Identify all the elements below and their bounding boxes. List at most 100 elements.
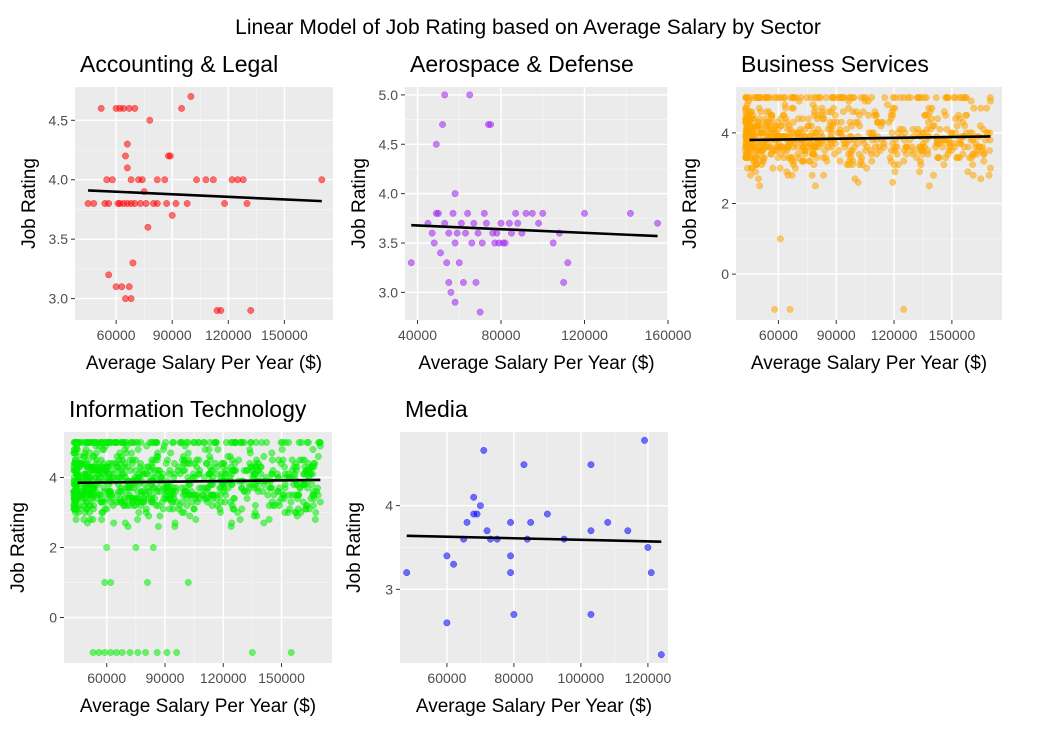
data-point: [81, 509, 89, 516]
data-point: [967, 97, 975, 105]
data-point: [163, 200, 171, 207]
data-point: [201, 446, 209, 453]
data-point: [134, 516, 141, 523]
data-point: [543, 510, 551, 518]
data-point: [287, 498, 295, 506]
data-point: [771, 147, 779, 154]
x-tick-label: 80000: [494, 670, 533, 686]
data-point: [199, 491, 207, 499]
x-tick-label: 150000: [929, 327, 976, 343]
data-point: [756, 147, 764, 154]
data-point: [149, 498, 157, 506]
data-point: [72, 481, 80, 488]
trend-line: [77, 478, 321, 485]
data-point: [748, 164, 756, 172]
y-tick-label: 3: [385, 581, 393, 597]
data-point: [113, 463, 121, 471]
data-point: [476, 308, 484, 316]
data-point: [771, 305, 779, 313]
data-point: [819, 140, 827, 147]
panel-title: Information Technology: [69, 396, 307, 422]
panel-title: Business Services: [741, 51, 929, 77]
data-point: [131, 104, 139, 112]
data-point: [916, 168, 923, 176]
data-point: [117, 484, 125, 492]
data-point: [889, 104, 897, 112]
data-point: [277, 439, 285, 446]
data-point: [131, 502, 139, 509]
data-point: [302, 505, 310, 513]
data-point: [914, 94, 922, 102]
data-point: [970, 104, 978, 112]
data-point: [956, 94, 964, 102]
data-point: [180, 488, 188, 495]
data-point: [221, 498, 229, 506]
data-point: [647, 569, 655, 577]
data-point: [187, 93, 195, 100]
data-point: [166, 467, 174, 474]
data-point: [208, 491, 215, 499]
data-point: [952, 115, 960, 123]
data-point: [781, 101, 789, 109]
data-point: [107, 579, 115, 586]
data-point: [774, 125, 782, 133]
data-point: [307, 463, 315, 471]
data-point: [144, 579, 151, 586]
panel-2: 60000 90000 120000 150000 0 2 4 Business Servic…: [680, 51, 1002, 374]
y-tick-label: 2: [721, 196, 729, 212]
data-point: [888, 129, 896, 137]
x-tick-label: 150000: [258, 670, 305, 686]
data-point: [644, 544, 652, 551]
data-point: [899, 125, 907, 133]
data-point: [149, 544, 157, 551]
data-point: [501, 239, 509, 247]
data-point: [743, 154, 751, 162]
data-point: [965, 154, 973, 162]
data-point: [430, 239, 438, 247]
data-point: [980, 157, 988, 165]
data-point: [803, 94, 811, 102]
data-point: [170, 495, 178, 502]
data-point: [811, 94, 819, 102]
data-point: [604, 518, 612, 526]
data-point: [784, 125, 792, 133]
data-point: [130, 484, 137, 492]
data-point: [549, 239, 557, 247]
x-tick-label: 40000: [398, 327, 437, 343]
data-point: [749, 115, 757, 123]
data-point: [212, 439, 220, 446]
data-point: [924, 150, 932, 158]
panel-4: 60000 80000 100000 120000 3 4 Media Average Sal…: [344, 396, 671, 717]
data-point: [156, 467, 163, 474]
data-point: [295, 439, 303, 446]
y-tick-label: 4.5: [49, 112, 69, 128]
data-point: [308, 481, 316, 488]
data-point: [299, 481, 307, 488]
data-point: [805, 157, 813, 165]
data-point: [507, 569, 514, 577]
data-point: [184, 579, 192, 586]
data-point: [654, 219, 662, 227]
data-point: [299, 498, 307, 506]
data-point: [962, 94, 970, 102]
data-point: [221, 200, 229, 207]
data-point: [266, 484, 273, 492]
data-point: [865, 129, 873, 137]
data-point: [90, 484, 98, 492]
data-point: [184, 449, 192, 457]
data-point: [118, 498, 126, 506]
data-point: [154, 523, 162, 530]
data-point: [755, 115, 763, 123]
data-point: [219, 463, 227, 471]
data-point: [254, 484, 262, 492]
data-point: [173, 649, 181, 656]
data-point: [564, 259, 572, 267]
data-point: [447, 288, 455, 296]
data-point: [986, 164, 994, 172]
data-point: [73, 505, 81, 513]
data-point: [136, 463, 144, 471]
panel-title: Media: [405, 396, 468, 422]
data-point: [986, 94, 994, 102]
data-point: [296, 456, 304, 464]
data-point: [976, 122, 984, 130]
